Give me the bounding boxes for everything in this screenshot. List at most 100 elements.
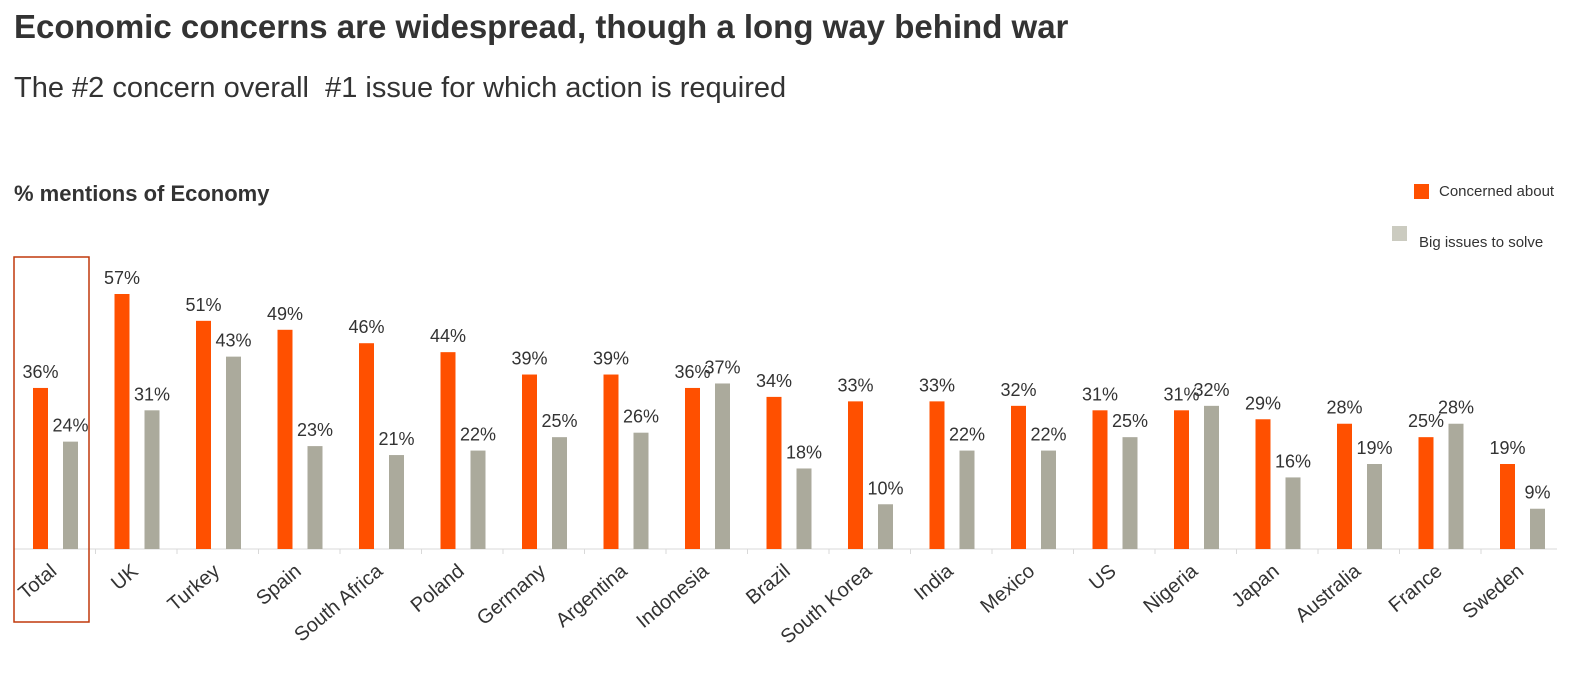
data-label-concerned: 34% bbox=[756, 371, 792, 391]
bar-issues bbox=[715, 383, 730, 549]
bar-concerned bbox=[33, 387, 48, 549]
bar-issues bbox=[389, 455, 404, 549]
bar-concerned bbox=[359, 343, 374, 549]
bar-issues bbox=[1530, 508, 1545, 549]
data-label-concerned: 44% bbox=[430, 326, 466, 346]
data-label-issues: 19% bbox=[1356, 438, 1392, 458]
bar-concerned bbox=[522, 374, 537, 549]
bar-issues bbox=[470, 450, 486, 549]
data-label-issues: 18% bbox=[786, 442, 822, 462]
data-label-concerned: 25% bbox=[1408, 411, 1444, 431]
data-label-issues: 43% bbox=[215, 331, 251, 351]
legend-swatch-concerned bbox=[1414, 184, 1429, 199]
bar-concerned bbox=[114, 294, 130, 549]
data-label-concerned: 29% bbox=[1245, 393, 1281, 413]
data-label-concerned: 32% bbox=[1000, 380, 1036, 400]
data-label-concerned: 36% bbox=[22, 362, 58, 382]
data-label-concerned: 31% bbox=[1163, 384, 1199, 404]
data-label-issues: 31% bbox=[134, 384, 170, 404]
data-label-concerned: 36% bbox=[674, 362, 710, 382]
bar-concerned bbox=[1500, 464, 1515, 549]
data-label-issues: 9% bbox=[1524, 483, 1550, 503]
page-subtitle: The #2 concern overall #1 issue for whic… bbox=[14, 72, 787, 104]
x-tick-label: Australia bbox=[1291, 560, 1365, 627]
bar-issues bbox=[1204, 405, 1219, 549]
bar-issues bbox=[1448, 423, 1464, 549]
x-tick-label: Japan bbox=[1228, 560, 1284, 612]
bar-concerned bbox=[1174, 410, 1189, 549]
data-label-concerned: 39% bbox=[593, 349, 629, 369]
x-tick-label: South Africa bbox=[290, 560, 387, 647]
bar-issues bbox=[1041, 450, 1056, 549]
legend-label-concerned: Concerned about bbox=[1439, 183, 1555, 200]
page-title: Economic concerns are widespread, though… bbox=[14, 8, 1069, 45]
x-tick-label: Indonesia bbox=[632, 560, 713, 633]
highlight-box-total bbox=[13, 256, 90, 623]
data-label-concerned: 46% bbox=[348, 317, 384, 337]
bar-concerned bbox=[1418, 437, 1434, 549]
x-tick-label: Brazil bbox=[742, 560, 794, 609]
data-label-issues: 22% bbox=[1030, 425, 1066, 445]
data-label-issues: 22% bbox=[949, 425, 985, 445]
data-label-issues: 32% bbox=[1193, 380, 1229, 400]
x-tick-label: Poland bbox=[407, 560, 469, 617]
legend-swatch-issues bbox=[1392, 226, 1407, 241]
bar-issues bbox=[878, 504, 893, 549]
chart-title: % mentions of Economy bbox=[14, 181, 270, 206]
x-tick-label: Nigeria bbox=[1139, 560, 1202, 618]
bar-issues bbox=[226, 356, 241, 549]
bar-concerned bbox=[929, 401, 945, 549]
bar-issues bbox=[63, 441, 78, 549]
bar-concerned bbox=[1092, 410, 1108, 549]
x-tick-label: US bbox=[1085, 560, 1120, 595]
bar-issues bbox=[307, 446, 323, 549]
bar-concerned bbox=[1337, 423, 1352, 549]
data-label-concerned: 39% bbox=[511, 349, 547, 369]
x-tick-label: UK bbox=[107, 560, 143, 595]
data-label-concerned: 49% bbox=[267, 304, 303, 324]
x-tick-label: Mexico bbox=[976, 560, 1039, 618]
x-tick-label: France bbox=[1385, 560, 1447, 617]
bar-concerned bbox=[603, 374, 619, 549]
data-label-concerned: 33% bbox=[837, 375, 873, 395]
legend-item-concerned: Concerned about bbox=[1414, 183, 1554, 200]
data-label-issues: 23% bbox=[297, 420, 333, 440]
x-tick-label: India bbox=[910, 560, 958, 605]
x-tick-label: Germany bbox=[473, 560, 550, 630]
data-label-issues: 25% bbox=[1112, 411, 1148, 431]
data-label-concerned: 28% bbox=[1326, 398, 1362, 418]
legend-label-issues: Big issues to solve bbox=[1419, 234, 1544, 251]
bar-issues bbox=[1367, 464, 1382, 549]
x-tick-label: Argentina bbox=[552, 560, 632, 632]
x-tick-label: South Korea bbox=[777, 560, 877, 649]
data-label-issues: 22% bbox=[460, 425, 496, 445]
legend-item-issues: Big issues to solve bbox=[1392, 222, 1543, 251]
bar-issues bbox=[1285, 477, 1301, 549]
data-label-issues: 25% bbox=[541, 411, 577, 431]
x-tick-label: Sweden bbox=[1459, 560, 1529, 623]
bar-issues bbox=[144, 410, 160, 549]
data-label-issues: 37% bbox=[704, 357, 740, 377]
bar-issues bbox=[633, 432, 649, 549]
bar-concerned bbox=[277, 329, 293, 549]
data-label-concerned: 31% bbox=[1082, 384, 1118, 404]
data-label-issues: 28% bbox=[1438, 398, 1474, 418]
data-label-issues: 10% bbox=[867, 478, 903, 498]
data-label-concerned: 19% bbox=[1489, 438, 1525, 458]
x-tick-label: Spain bbox=[252, 560, 305, 610]
x-tick-label: Turkey bbox=[164, 560, 224, 616]
bar-issues bbox=[552, 437, 567, 549]
data-label-concerned: 33% bbox=[919, 375, 955, 395]
bar-concerned bbox=[766, 396, 782, 549]
x-tick-label: Total bbox=[15, 560, 62, 604]
data-label-issues: 21% bbox=[378, 429, 414, 449]
bar-issues bbox=[959, 450, 975, 549]
bar-concerned bbox=[440, 352, 456, 549]
bar-issues bbox=[1122, 437, 1138, 549]
bar-concerned bbox=[196, 320, 211, 549]
data-label-issues: 24% bbox=[52, 416, 88, 436]
bar-issues bbox=[796, 468, 812, 549]
bar-concerned bbox=[1255, 419, 1271, 549]
data-label-issues: 26% bbox=[623, 407, 659, 427]
